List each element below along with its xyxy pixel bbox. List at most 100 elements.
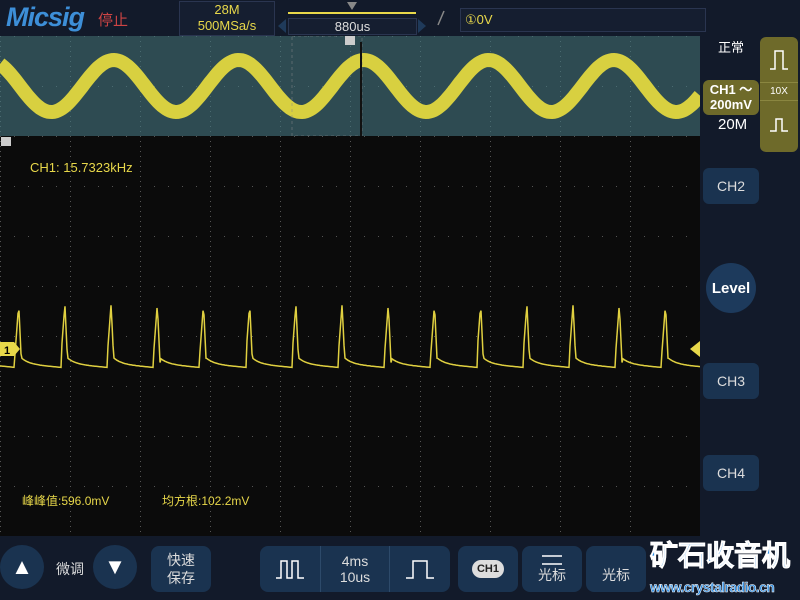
grid-dot — [0, 501, 1, 502]
fine-down-button[interactable]: ▼ — [93, 545, 137, 589]
probe-ratio[interactable]: 10X — [760, 82, 798, 101]
grid-dot — [70, 411, 71, 412]
fine-up-button[interactable]: ▲ — [0, 545, 44, 589]
grid-dot — [238, 486, 239, 487]
trigger-position[interactable]: 880us — [288, 18, 417, 35]
grid-dot — [126, 136, 127, 137]
rising-edge-icon[interactable] — [436, 10, 446, 26]
grid-dot — [630, 251, 631, 252]
grid-dot — [322, 386, 323, 387]
run-stop-status[interactable]: 停止 — [98, 12, 129, 29]
grid-dot — [658, 186, 659, 187]
grid-dot — [280, 141, 281, 142]
timebase-zoom-in-icon[interactable] — [390, 546, 450, 592]
grid-dot — [196, 86, 197, 87]
quick-save-button[interactable]: 快速 保存 — [151, 546, 211, 592]
grid-dot — [126, 236, 127, 237]
grid-dot — [560, 421, 561, 422]
cursor-button-2[interactable]: 光标 — [586, 546, 646, 592]
grid-dot — [210, 121, 211, 122]
grid-dot — [420, 226, 421, 227]
grid-dot — [350, 201, 351, 202]
grid-dot — [126, 286, 127, 287]
grid-dot — [490, 531, 491, 532]
timebase-zoom-out-icon[interactable] — [260, 546, 321, 592]
grid-dot — [0, 106, 1, 107]
probe-panel[interactable]: 10X — [760, 37, 798, 152]
ch2-button[interactable]: CH2 — [703, 168, 759, 204]
grid-dot — [196, 336, 197, 337]
grid-dot — [140, 481, 141, 482]
grid-dot — [560, 451, 561, 452]
cursor-button[interactable]: 光标 — [522, 546, 582, 592]
ch4-button[interactable]: CH4 — [703, 455, 759, 491]
grid-dot — [490, 376, 491, 377]
grid-dot — [252, 86, 253, 87]
grid-dot — [420, 496, 421, 497]
ch1-settings-button[interactable]: CH1 ～ 200mV — [703, 80, 759, 115]
grid-dot — [518, 286, 519, 287]
grid-dot — [154, 236, 155, 237]
grid-dot — [560, 236, 561, 237]
grid-dot — [280, 246, 281, 247]
timebase-control[interactable]: 4ms 10us — [260, 546, 450, 592]
grid-dot — [280, 181, 281, 182]
grid-dot — [70, 321, 71, 322]
grid-dot — [420, 441, 421, 442]
grid-dot — [308, 386, 309, 387]
ch1-offset-marker[interactable] — [0, 342, 20, 356]
scroll-left-icon[interactable] — [278, 19, 286, 33]
grid-dot — [490, 186, 491, 187]
grid-dot — [210, 486, 211, 487]
scroll-right-icon[interactable] — [418, 19, 426, 33]
grid-dot — [70, 361, 71, 362]
grid-dot — [238, 336, 239, 337]
trigger-mode[interactable]: 正常 — [718, 40, 745, 55]
grid-dot — [350, 251, 351, 252]
trigger-level[interactable]: ①0V — [460, 8, 706, 32]
acquisition-info[interactable]: 28M 500MSa/s — [179, 1, 275, 36]
grid-dot — [630, 166, 631, 167]
grid-dot — [42, 36, 43, 37]
grid-dot — [574, 36, 575, 37]
grid-dot — [462, 36, 463, 37]
grid-dot — [70, 531, 71, 532]
grid-dot — [686, 336, 687, 337]
grid-dot — [70, 521, 71, 522]
trigger-position-bar[interactable] — [288, 12, 416, 14]
sample-rate: 500MSa/s — [197, 18, 257, 33]
pulse-narrow-icon[interactable] — [769, 111, 789, 133]
grid-dot — [70, 341, 71, 342]
trigger-level-marker[interactable] — [690, 341, 700, 357]
grid-dot — [560, 336, 561, 337]
grid-dot — [490, 471, 491, 472]
grid-dot — [434, 436, 435, 437]
grid-dot — [42, 236, 43, 237]
ch3-button[interactable]: CH3 — [703, 363, 759, 399]
grid-dot — [490, 506, 491, 507]
grid-dot — [630, 451, 631, 452]
grid-dot — [70, 86, 71, 87]
pulse-up-icon[interactable] — [769, 49, 789, 71]
grid-dot — [630, 381, 631, 382]
channel-select-button[interactable]: CH1 — [458, 546, 518, 592]
grid-dot — [182, 36, 183, 37]
grid-dot — [490, 466, 491, 467]
grid-dot — [140, 271, 141, 272]
grid-dot — [490, 286, 491, 287]
grid-dot — [434, 336, 435, 337]
grid-dot — [490, 491, 491, 492]
grid-dot — [630, 481, 631, 482]
grid-dot — [672, 336, 673, 337]
grid-dot — [490, 496, 491, 497]
grid-dot — [518, 336, 519, 337]
grid-dot — [350, 396, 351, 397]
grid-dot — [0, 466, 1, 467]
scope-display[interactable]: 1 — [0, 36, 700, 536]
grid-dot — [140, 351, 141, 352]
grid-dot — [560, 126, 561, 127]
grid-dot — [0, 126, 1, 127]
grid-dot — [140, 346, 141, 347]
grid-dot — [112, 186, 113, 187]
level-knob[interactable]: Level — [706, 263, 756, 313]
